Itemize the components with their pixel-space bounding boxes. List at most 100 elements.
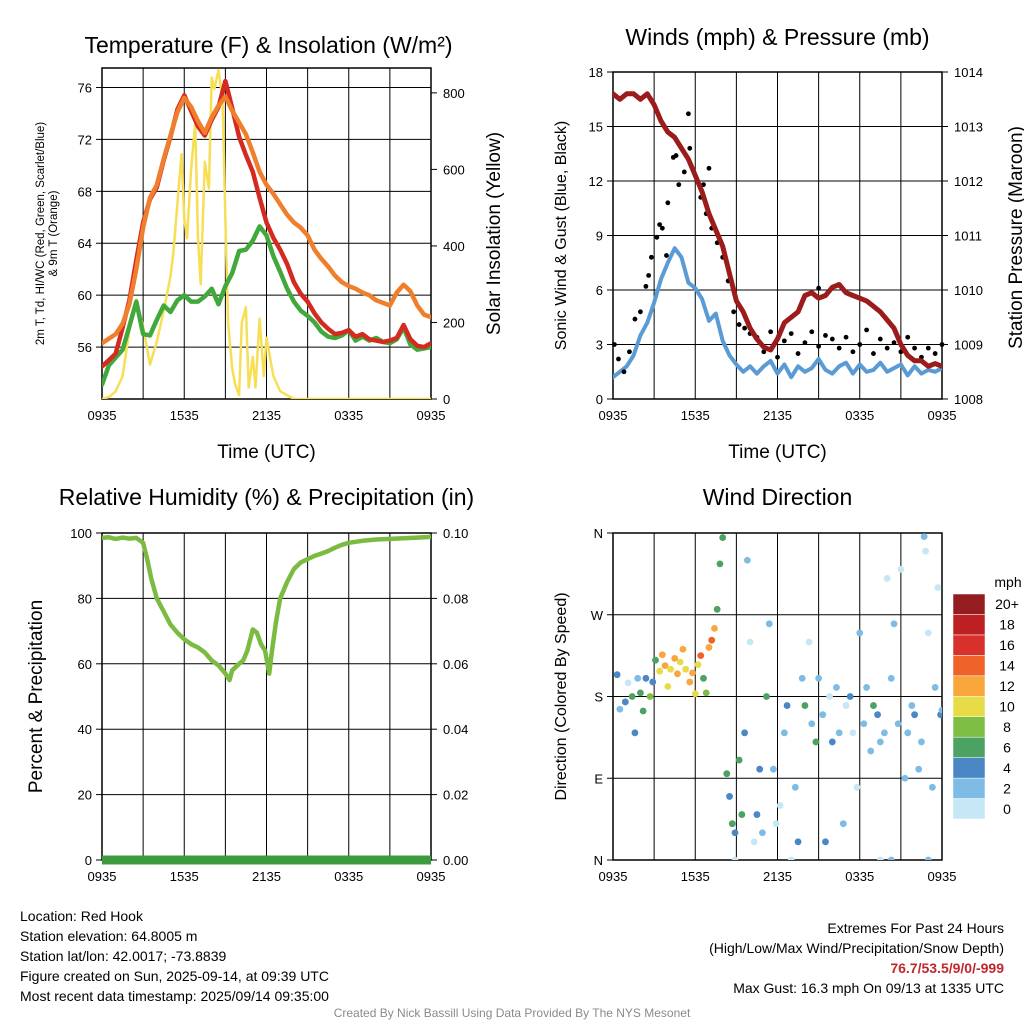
legend-label: 12 xyxy=(999,678,1015,694)
dir-point xyxy=(922,547,929,555)
legend-label: 14 xyxy=(999,658,1015,674)
rh-y2-tick-label: 0.06 xyxy=(443,657,468,672)
dir-point xyxy=(700,674,707,682)
dir-point xyxy=(713,605,721,613)
rh-y2-tick-label: 0.02 xyxy=(443,788,468,803)
legend-label: 0 xyxy=(1003,801,1011,817)
elevation-text: Station elevation: 64.8005 m xyxy=(20,928,198,944)
wind-series-sonic-wind xyxy=(613,246,942,380)
dir-point xyxy=(711,624,718,632)
dir-point xyxy=(828,738,836,746)
dir-point xyxy=(822,838,829,846)
dir-point xyxy=(876,856,884,860)
wind-gust-point xyxy=(768,329,774,335)
max-gust-text: Max Gust: 16.3 mph On 09/13 at 1335 UTC xyxy=(733,980,1004,996)
wind-gust-point xyxy=(912,345,917,351)
legend-swatch xyxy=(952,675,986,697)
dir-point xyxy=(915,765,923,773)
wind-gust-point xyxy=(681,169,687,175)
dir-point xyxy=(833,684,840,691)
dir-point xyxy=(667,665,674,673)
dir-point xyxy=(860,720,868,728)
temp-x-axis-label: Time (UTC) xyxy=(217,442,316,463)
wind-gust-point xyxy=(802,340,808,346)
dir-point xyxy=(697,652,705,660)
legend-swatch xyxy=(952,716,986,738)
wind-y2-tick-label: 1013 xyxy=(954,120,983,135)
rh-y2-tick-label: 0.10 xyxy=(443,526,468,541)
wind-gust-point xyxy=(638,309,643,315)
dir-point xyxy=(887,674,895,682)
dir-point xyxy=(753,811,761,818)
dir-point xyxy=(731,829,739,837)
temp-y2-tick-label: 0 xyxy=(443,392,450,407)
wind-gust-point xyxy=(611,342,617,347)
dir-point xyxy=(661,662,669,670)
temp-x-tick-label: 0935 xyxy=(88,408,117,423)
dir-point xyxy=(676,658,684,666)
wind-y-tick-label: 3 xyxy=(596,338,603,353)
dir-point xyxy=(849,729,857,737)
dir-point xyxy=(702,689,710,697)
wind-y-tick-label: 6 xyxy=(596,283,603,298)
dir-point xyxy=(805,638,813,646)
dir-point xyxy=(883,575,891,582)
dir-point xyxy=(812,738,820,746)
dir-point xyxy=(801,702,809,709)
rh-y2-tick-label: 0.08 xyxy=(443,591,468,606)
dir-point xyxy=(765,620,773,628)
dir-y-axis-label: Direction (Colored By Speed) xyxy=(553,592,570,800)
wind-y2-tick-label: 1014 xyxy=(954,65,983,80)
dir-x-tick-label: 1535 xyxy=(681,869,710,884)
legend-label: 4 xyxy=(1003,760,1011,776)
temp-y2-tick-label: 600 xyxy=(443,162,465,177)
legend-swatch xyxy=(952,757,986,779)
dir-point xyxy=(652,656,659,664)
dir-x-tick-label: 0335 xyxy=(845,869,874,884)
dir-point xyxy=(756,765,764,773)
legend-swatch xyxy=(952,798,986,820)
dir-y-tick-label: W xyxy=(591,608,604,623)
legend-label: 20+ xyxy=(995,596,1019,612)
dir-point xyxy=(624,679,632,687)
dir-point xyxy=(911,711,918,719)
wind-gust-point xyxy=(761,349,767,355)
dir-point xyxy=(826,693,833,700)
dir-point xyxy=(887,856,895,860)
temp-y2-tick-label: 400 xyxy=(443,239,465,254)
temp-y-axis-label-2: & 9m T (Orange) xyxy=(48,190,60,276)
wind-gust-point xyxy=(925,345,931,351)
rh-x-tick-label: 1535 xyxy=(170,869,199,884)
wind-y-tick-label: 0 xyxy=(596,392,603,407)
wind-gust-point xyxy=(673,153,679,158)
wind-gust-point xyxy=(657,222,663,228)
wind-gust-point xyxy=(632,316,638,322)
wind-gust-point xyxy=(775,354,780,360)
dir-point xyxy=(735,756,743,764)
legend-swatch xyxy=(952,634,986,656)
rh-y-tick-label: 40 xyxy=(78,722,92,737)
dir-point xyxy=(759,829,766,837)
wind-gust-point xyxy=(809,329,815,335)
dir-title: Wind Direction xyxy=(703,484,853,510)
dir-point xyxy=(634,674,642,682)
wind-y-tick-label: 15 xyxy=(589,120,603,135)
dir-point xyxy=(763,693,770,700)
wind-gust-point xyxy=(795,351,801,356)
legend-label: 8 xyxy=(1003,719,1011,735)
wind-gust-point xyxy=(643,283,649,289)
dir-point xyxy=(658,651,666,659)
station-info: Location: Red Hook Station elevation: 64… xyxy=(20,906,329,1006)
dir-point xyxy=(835,729,843,737)
wind-gust-point xyxy=(877,336,883,342)
credit-text: Created By Nick Bassill Using Data Provi… xyxy=(333,1006,691,1020)
dir-point xyxy=(798,674,806,682)
temp-y-tick-label: 68 xyxy=(78,184,92,199)
dir-point xyxy=(874,711,881,719)
dir-point xyxy=(637,689,644,697)
rh-y-tick-label: 20 xyxy=(78,788,92,803)
dir-point xyxy=(628,693,636,700)
dir-point xyxy=(705,644,713,651)
location-text: Location: Red Hook xyxy=(20,908,143,924)
